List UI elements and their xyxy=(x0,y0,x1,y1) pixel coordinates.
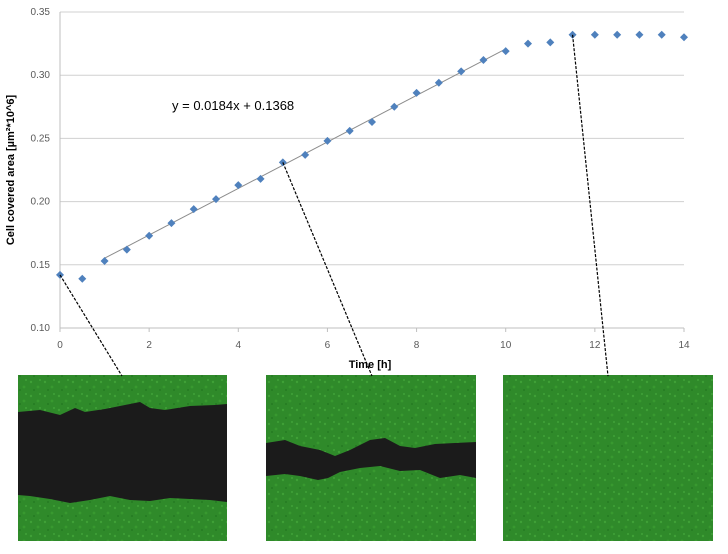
x-tick-label: 4 xyxy=(236,340,242,351)
data-point xyxy=(345,126,354,135)
data-point xyxy=(590,30,599,39)
data-point xyxy=(524,39,532,48)
y-tick-label: 0.30 xyxy=(31,70,51,81)
x-tick-label: 8 xyxy=(414,340,420,351)
x-tick-label: 6 xyxy=(325,340,331,351)
x-tick-label: 12 xyxy=(589,340,601,351)
y-tick-label: 0.20 xyxy=(31,197,51,208)
micrograph-11-5h xyxy=(503,375,713,541)
data-point xyxy=(301,150,310,159)
y-tick-label: 0.25 xyxy=(31,133,51,144)
data-point xyxy=(368,117,376,126)
data-point xyxy=(501,47,510,56)
trendline-equation: y = 0.0184x + 0.1368 xyxy=(172,98,294,113)
data-point xyxy=(680,33,688,42)
data-point xyxy=(145,231,154,240)
data-point xyxy=(457,67,466,76)
data-point xyxy=(167,219,176,228)
data-points xyxy=(56,30,688,283)
data-point xyxy=(78,274,87,283)
connector-line xyxy=(59,274,123,377)
micrograph-0h xyxy=(18,375,227,541)
x-tick-label: 10 xyxy=(500,340,512,351)
data-point xyxy=(635,30,644,39)
x-axis-title: Time [h] xyxy=(349,359,392,371)
connector-line xyxy=(571,34,609,377)
y-tick-label: 0.15 xyxy=(31,260,51,271)
data-point xyxy=(390,102,399,111)
x-tick-labels: 0 2 4 6 8 10 12 14 xyxy=(57,340,690,351)
data-point xyxy=(546,38,555,47)
x-tick-label: 2 xyxy=(146,340,152,351)
data-point xyxy=(323,136,332,145)
data-point xyxy=(412,88,421,97)
y-tick-label: 0.10 xyxy=(31,323,51,334)
y-tick-labels: 0.10 0.15 0.20 0.25 0.30 0.35 xyxy=(31,7,51,334)
micrograph-5h xyxy=(266,375,476,541)
data-point xyxy=(657,30,666,39)
y-tick-label: 0.35 xyxy=(31,7,51,18)
data-point xyxy=(189,205,198,214)
data-point xyxy=(100,257,109,266)
data-point xyxy=(234,181,243,190)
data-point xyxy=(479,56,488,65)
x-tick-label: 14 xyxy=(678,340,690,351)
data-point xyxy=(434,78,443,87)
y-axis-title: Cell covered area [µm²*10^6] xyxy=(5,95,17,246)
gridlines xyxy=(59,11,685,332)
data-point xyxy=(122,245,131,254)
data-point xyxy=(256,174,265,183)
x-tick-label: 0 xyxy=(57,340,63,351)
connector-line xyxy=(282,162,373,377)
connector-lines xyxy=(59,34,609,377)
data-point xyxy=(613,30,622,39)
data-point xyxy=(212,195,220,204)
